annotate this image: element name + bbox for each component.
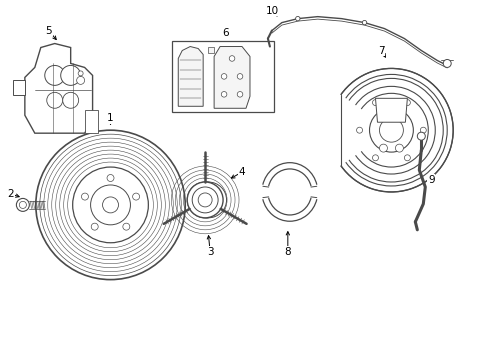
Circle shape <box>91 223 98 230</box>
Circle shape <box>40 134 181 276</box>
Text: 6: 6 <box>222 28 228 37</box>
Circle shape <box>379 144 386 152</box>
Text: 9: 9 <box>427 175 434 185</box>
Polygon shape <box>178 46 203 106</box>
Circle shape <box>73 167 148 243</box>
Text: 5: 5 <box>45 26 52 36</box>
Circle shape <box>77 76 84 84</box>
Text: 3: 3 <box>206 247 213 257</box>
Circle shape <box>62 92 79 108</box>
Circle shape <box>189 182 224 218</box>
Circle shape <box>102 197 118 213</box>
Circle shape <box>362 21 366 25</box>
Polygon shape <box>214 46 249 108</box>
Circle shape <box>416 132 425 140</box>
Circle shape <box>229 56 234 61</box>
Polygon shape <box>375 98 407 122</box>
Circle shape <box>190 182 226 218</box>
Circle shape <box>187 182 223 218</box>
Circle shape <box>442 59 450 67</box>
Circle shape <box>356 127 362 133</box>
Circle shape <box>132 193 139 200</box>
Circle shape <box>295 17 299 21</box>
Circle shape <box>369 108 412 152</box>
Circle shape <box>379 118 403 142</box>
Circle shape <box>404 100 409 105</box>
Circle shape <box>237 91 243 97</box>
Circle shape <box>19 201 26 208</box>
Circle shape <box>187 182 223 218</box>
Text: 8: 8 <box>284 247 290 257</box>
Circle shape <box>221 91 226 97</box>
Circle shape <box>61 66 81 85</box>
Polygon shape <box>25 44 92 133</box>
Circle shape <box>107 175 114 181</box>
Circle shape <box>420 127 426 133</box>
Text: 4: 4 <box>238 167 245 177</box>
Text: 2: 2 <box>8 189 14 199</box>
Circle shape <box>78 71 83 76</box>
Circle shape <box>81 193 88 200</box>
Text: 10: 10 <box>265 6 278 15</box>
Circle shape <box>122 223 129 230</box>
Circle shape <box>237 73 243 79</box>
Circle shape <box>45 66 64 85</box>
Text: 1: 1 <box>107 113 114 123</box>
Circle shape <box>36 130 185 280</box>
Circle shape <box>372 100 378 105</box>
Circle shape <box>372 155 378 161</box>
Circle shape <box>395 144 403 152</box>
Bar <box>172 41 273 112</box>
Polygon shape <box>208 46 214 54</box>
Text: 7: 7 <box>377 45 384 55</box>
Circle shape <box>17 198 29 211</box>
Circle shape <box>404 155 409 161</box>
Polygon shape <box>84 110 98 133</box>
Polygon shape <box>13 80 25 95</box>
Circle shape <box>192 187 218 213</box>
Circle shape <box>198 193 212 207</box>
Circle shape <box>47 92 62 108</box>
Circle shape <box>90 185 130 225</box>
Circle shape <box>221 73 226 79</box>
